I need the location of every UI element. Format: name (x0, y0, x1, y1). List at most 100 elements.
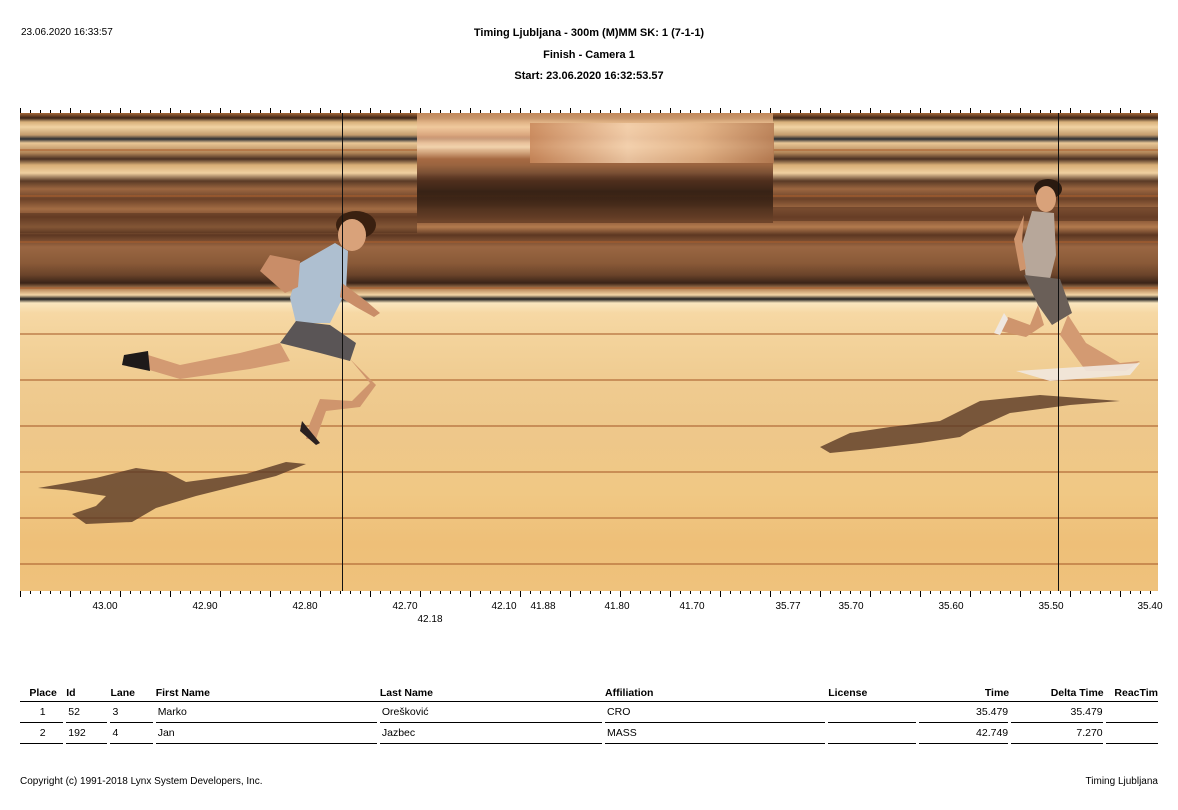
ruler-tick (1050, 110, 1051, 113)
athlete-right-figure (994, 179, 1140, 381)
ruler-tick (470, 108, 471, 113)
ruler-tick (600, 591, 601, 594)
ruler-tick (1040, 591, 1041, 594)
col-reaction-time: ReacTim (1105, 685, 1158, 702)
ruler-tick (770, 108, 771, 113)
ruler-tick (20, 591, 21, 597)
ruler-tick (250, 591, 251, 594)
ruler-tick (1090, 591, 1091, 594)
ruler-tick (580, 110, 581, 113)
finish-line-cursor-left[interactable] (342, 113, 343, 591)
col-license: License (828, 685, 919, 702)
cell-first-name: Jan (155, 723, 380, 744)
ruler-tick (1010, 591, 1011, 594)
ruler-tick (120, 591, 121, 597)
ruler-tick (490, 591, 491, 594)
ruler-tick (1020, 591, 1021, 597)
ruler-tick (330, 591, 331, 594)
ruler-tick (90, 110, 91, 113)
ruler-tick (390, 591, 391, 594)
ruler-tick (170, 591, 171, 597)
cell-last-name: Jazbec (379, 723, 605, 744)
ruler-tick (200, 110, 201, 113)
ruler-tick (910, 110, 911, 113)
ruler-tick (1140, 110, 1141, 113)
ruler-tick (790, 110, 791, 113)
ruler-tick (210, 591, 211, 594)
ruler-tick (1010, 110, 1011, 113)
top-tick-ruler (20, 108, 1158, 113)
ruler-tick (490, 110, 491, 113)
ruler-tick (100, 110, 101, 113)
athlete-left-figure (122, 211, 380, 445)
tick-label: 41.80 (604, 601, 630, 612)
ruler-tick (350, 110, 351, 113)
ruler-tick (890, 591, 891, 594)
photo-finish-image[interactable] (20, 113, 1158, 591)
ruler-tick (60, 591, 61, 594)
ruler-tick (260, 110, 261, 113)
ruler-tick (770, 591, 771, 597)
ruler-tick (1110, 591, 1111, 594)
ruler-tick (450, 591, 451, 594)
ruler-tick (730, 110, 731, 113)
ruler-tick (400, 591, 401, 594)
ruler-tick (70, 108, 71, 113)
ruler-tick (420, 108, 421, 113)
ruler-tick (640, 591, 641, 594)
ruler-tick (940, 110, 941, 113)
ruler-tick (1000, 110, 1001, 113)
ruler-tick (670, 108, 671, 113)
ruler-tick (550, 591, 551, 594)
ruler-tick (930, 110, 931, 113)
ruler-tick (1150, 591, 1151, 594)
ruler-tick (900, 110, 901, 113)
ruler-tick (870, 108, 871, 113)
cell-time: 35.479 (918, 702, 1011, 723)
ruler-tick (570, 108, 571, 113)
finish-line-cursor-right[interactable] (1058, 113, 1059, 591)
table-row[interactable]: 1 52 3 Marko Orešković CRO 35.479 35.479 (20, 702, 1158, 723)
ruler-tick (820, 591, 821, 597)
ruler-tick (420, 591, 421, 597)
ruler-tick (850, 110, 851, 113)
ruler-tick (720, 591, 721, 597)
ruler-tick (500, 591, 501, 594)
cell-place: 2 (20, 723, 66, 744)
ruler-tick (1110, 110, 1111, 113)
ruler-tick (690, 591, 691, 594)
ruler-tick (960, 110, 961, 113)
ruler-tick (330, 110, 331, 113)
ruler-tick (300, 591, 301, 594)
ruler-tick (950, 110, 951, 113)
ruler-tick (650, 591, 651, 594)
ruler-tick (250, 110, 251, 113)
ruler-tick (340, 110, 341, 113)
ruler-tick (580, 591, 581, 594)
ruler-tick (630, 110, 631, 113)
ruler-tick (40, 110, 41, 113)
ruler-tick (640, 110, 641, 113)
ruler-tick (750, 110, 751, 113)
ruler-tick (170, 108, 171, 113)
ruler-tick (380, 110, 381, 113)
ruler-tick (830, 110, 831, 113)
ruler-tick (400, 110, 401, 113)
ruler-tick (950, 591, 951, 594)
cell-lane: 4 (110, 723, 155, 744)
ruler-tick (760, 110, 761, 113)
tick-label: 41.88 (530, 601, 556, 612)
col-affiliation: Affiliation (605, 685, 829, 702)
ruler-tick (1000, 591, 1001, 594)
table-row[interactable]: 2 192 4 Jan Jazbec MASS 42.749 7.270 (20, 723, 1158, 744)
ruler-tick (650, 110, 651, 113)
ruler-tick (610, 591, 611, 594)
ruler-tick (510, 110, 511, 113)
ruler-tick (40, 591, 41, 594)
ruler-tick (540, 591, 541, 594)
tick-label: 35.77 (775, 601, 801, 612)
ruler-tick (750, 591, 751, 594)
ruler-tick (520, 108, 521, 113)
ruler-tick (430, 591, 431, 594)
ruler-tick (200, 591, 201, 594)
